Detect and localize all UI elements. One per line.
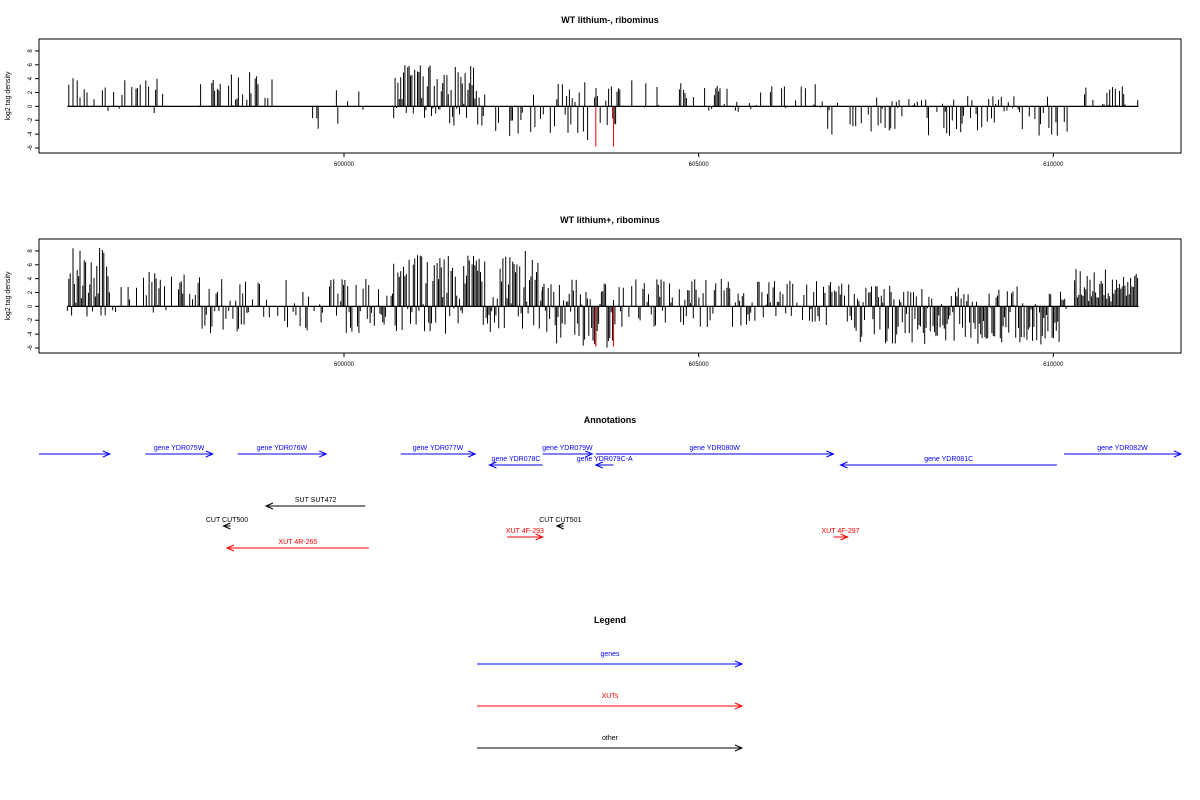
y-axis: -6 -4 -2 0 2 4 6 8: [28, 249, 39, 351]
feature-label: CUT CUT500: [206, 517, 248, 524]
feature-label: gene YDR078C: [492, 456, 541, 463]
feature-arrow-head: [555, 522, 564, 530]
feature-annotation: gene YDR077W: [400, 445, 477, 458]
feature-label: gene YDR076W: [257, 445, 308, 452]
feature-arrow-head: [222, 522, 231, 530]
legend-item: XUTs: [477, 693, 744, 710]
feature-annotation: CUT CUT501: [539, 517, 582, 530]
legend-item: other: [477, 735, 744, 752]
feature-arrow-head: [488, 461, 497, 469]
feature-annotation: XUT 4R-265: [225, 539, 369, 552]
feature-arrow-head: [102, 450, 112, 458]
x-axis: 600000 605000 610000: [334, 353, 1064, 368]
density-bars: [66, 248, 1139, 348]
feature-annotation: XUT 4F-293: [506, 528, 544, 541]
feature-label: SUT SUT472: [295, 497, 337, 504]
x-tick-label: 600000: [334, 162, 355, 168]
feature-annotation: CUT CUT500: [206, 517, 248, 530]
y-tick-label: 6: [28, 62, 34, 66]
feature-annotation: [39, 450, 112, 458]
feature-label: gene YDR075W: [154, 445, 205, 452]
y-tick-label: 0: [28, 104, 34, 108]
feature-arrow-head: [585, 450, 594, 458]
y-tick-label: 4: [28, 276, 34, 280]
feature-label: CUT CUT501: [539, 517, 581, 524]
y-tick-label: 8: [28, 49, 34, 53]
feature-arrow-head: [594, 461, 604, 469]
feature-label: XUT 4F-297: [822, 528, 860, 535]
feature-annotation: gene YDR079W: [542, 445, 594, 458]
feature-arrow-head: [1173, 450, 1183, 458]
y-tick-label: -4: [28, 331, 34, 337]
y-tick-label: -6: [28, 345, 34, 351]
x-tick-label: 610000: [1043, 162, 1064, 168]
legend-arrow-head: [734, 702, 744, 710]
feature-annotation: XUT 4F-297: [822, 528, 860, 541]
panel-title: WT lithium-, ribominus: [561, 15, 659, 25]
feature-label: gene YDR077W: [413, 445, 464, 452]
x-axis: 600000 605000 610000: [334, 153, 1064, 168]
feature-annotation: gene YDR080W: [595, 445, 835, 458]
y-axis-label: log2 tag density: [5, 71, 12, 121]
feature-label: gene YDR081C: [924, 456, 973, 463]
plot-frame: [38, 38, 1182, 154]
feature-list: gene YDR075W gene YDR076W gene YDR077W gene…: [39, 445, 1183, 552]
feature-arrow-head: [535, 533, 544, 541]
legend-arrow-head: [734, 660, 744, 668]
feature-annotation: gene YDR079C-A: [577, 456, 633, 469]
feature-label: XUT 4R-265: [279, 539, 318, 546]
y-tick-label: 4: [28, 76, 34, 80]
y-tick-label: 6: [28, 262, 34, 266]
feature-label: gene YDR079W: [542, 445, 593, 452]
feature-label: gene YDR080W: [689, 445, 740, 452]
feature-annotation: gene YDR081C: [839, 456, 1057, 469]
x-tick-label: 600000: [334, 362, 355, 368]
feature-arrow-head: [839, 461, 848, 469]
track-panel-lithium-plus: WT lithium+, ribominus log2 tag density …: [5, 215, 1182, 368]
annotations-title: Annotations: [584, 415, 637, 425]
y-tick-label: -2: [28, 317, 34, 323]
legend-items: genes XUTs other: [477, 651, 744, 752]
y-tick-label: 8: [28, 249, 34, 253]
legend-label: XUTs: [602, 693, 619, 700]
feature-arrow-head: [468, 450, 477, 458]
feature-annotation: gene YDR076W: [237, 445, 328, 458]
plot-frame: [38, 238, 1182, 354]
y-axis-label: log2 tag density: [5, 271, 12, 321]
y-tick-label: -2: [28, 117, 34, 123]
feature-arrow-head: [225, 544, 235, 552]
feature-arrow-head: [826, 450, 835, 458]
feature-arrow-head: [840, 533, 849, 541]
legend-item: genes: [477, 651, 744, 668]
legend-panel: Legend genes XUTs other: [477, 615, 744, 752]
annotations-panel: Annotations gene YDR075W gene YDR076W gene…: [39, 415, 1183, 552]
feature-annotation: SUT SUT472: [264, 497, 366, 510]
feature-arrow-head: [205, 450, 215, 458]
feature-label: gene YDR079C-A: [577, 456, 633, 463]
y-axis: -6 -4 -2 0 2 4 6 8: [28, 49, 39, 151]
density-bars: [68, 65, 1139, 147]
x-tick-label: 610000: [1043, 362, 1064, 368]
y-tick-label: -6: [28, 145, 34, 151]
feature-annotation: gene YDR075W: [145, 445, 215, 458]
y-tick-label: 0: [28, 304, 34, 308]
x-tick-label: 605000: [689, 362, 710, 368]
feature-arrow-head: [319, 450, 328, 458]
y-tick-label: 2: [28, 90, 34, 94]
feature-annotation: gene YDR078C: [488, 456, 543, 469]
panel-title: WT lithium+, ribominus: [560, 215, 660, 225]
feature-annotation: gene YDR082W: [1063, 445, 1183, 458]
legend-label: other: [602, 735, 619, 742]
feature-label: gene YDR082W: [1097, 445, 1148, 452]
feature-label: XUT 4F-293: [506, 528, 544, 535]
y-tick-label: -4: [28, 131, 34, 137]
y-tick-label: 2: [28, 290, 34, 294]
legend-arrow-head: [734, 744, 744, 752]
legend-label: genes: [600, 651, 620, 658]
x-tick-label: 605000: [689, 162, 710, 168]
track-panel-lithium-minus: WT lithium-, ribominus log2 tag density …: [5, 15, 1182, 168]
legend-title: Legend: [594, 615, 626, 625]
feature-arrow-head: [264, 502, 274, 510]
